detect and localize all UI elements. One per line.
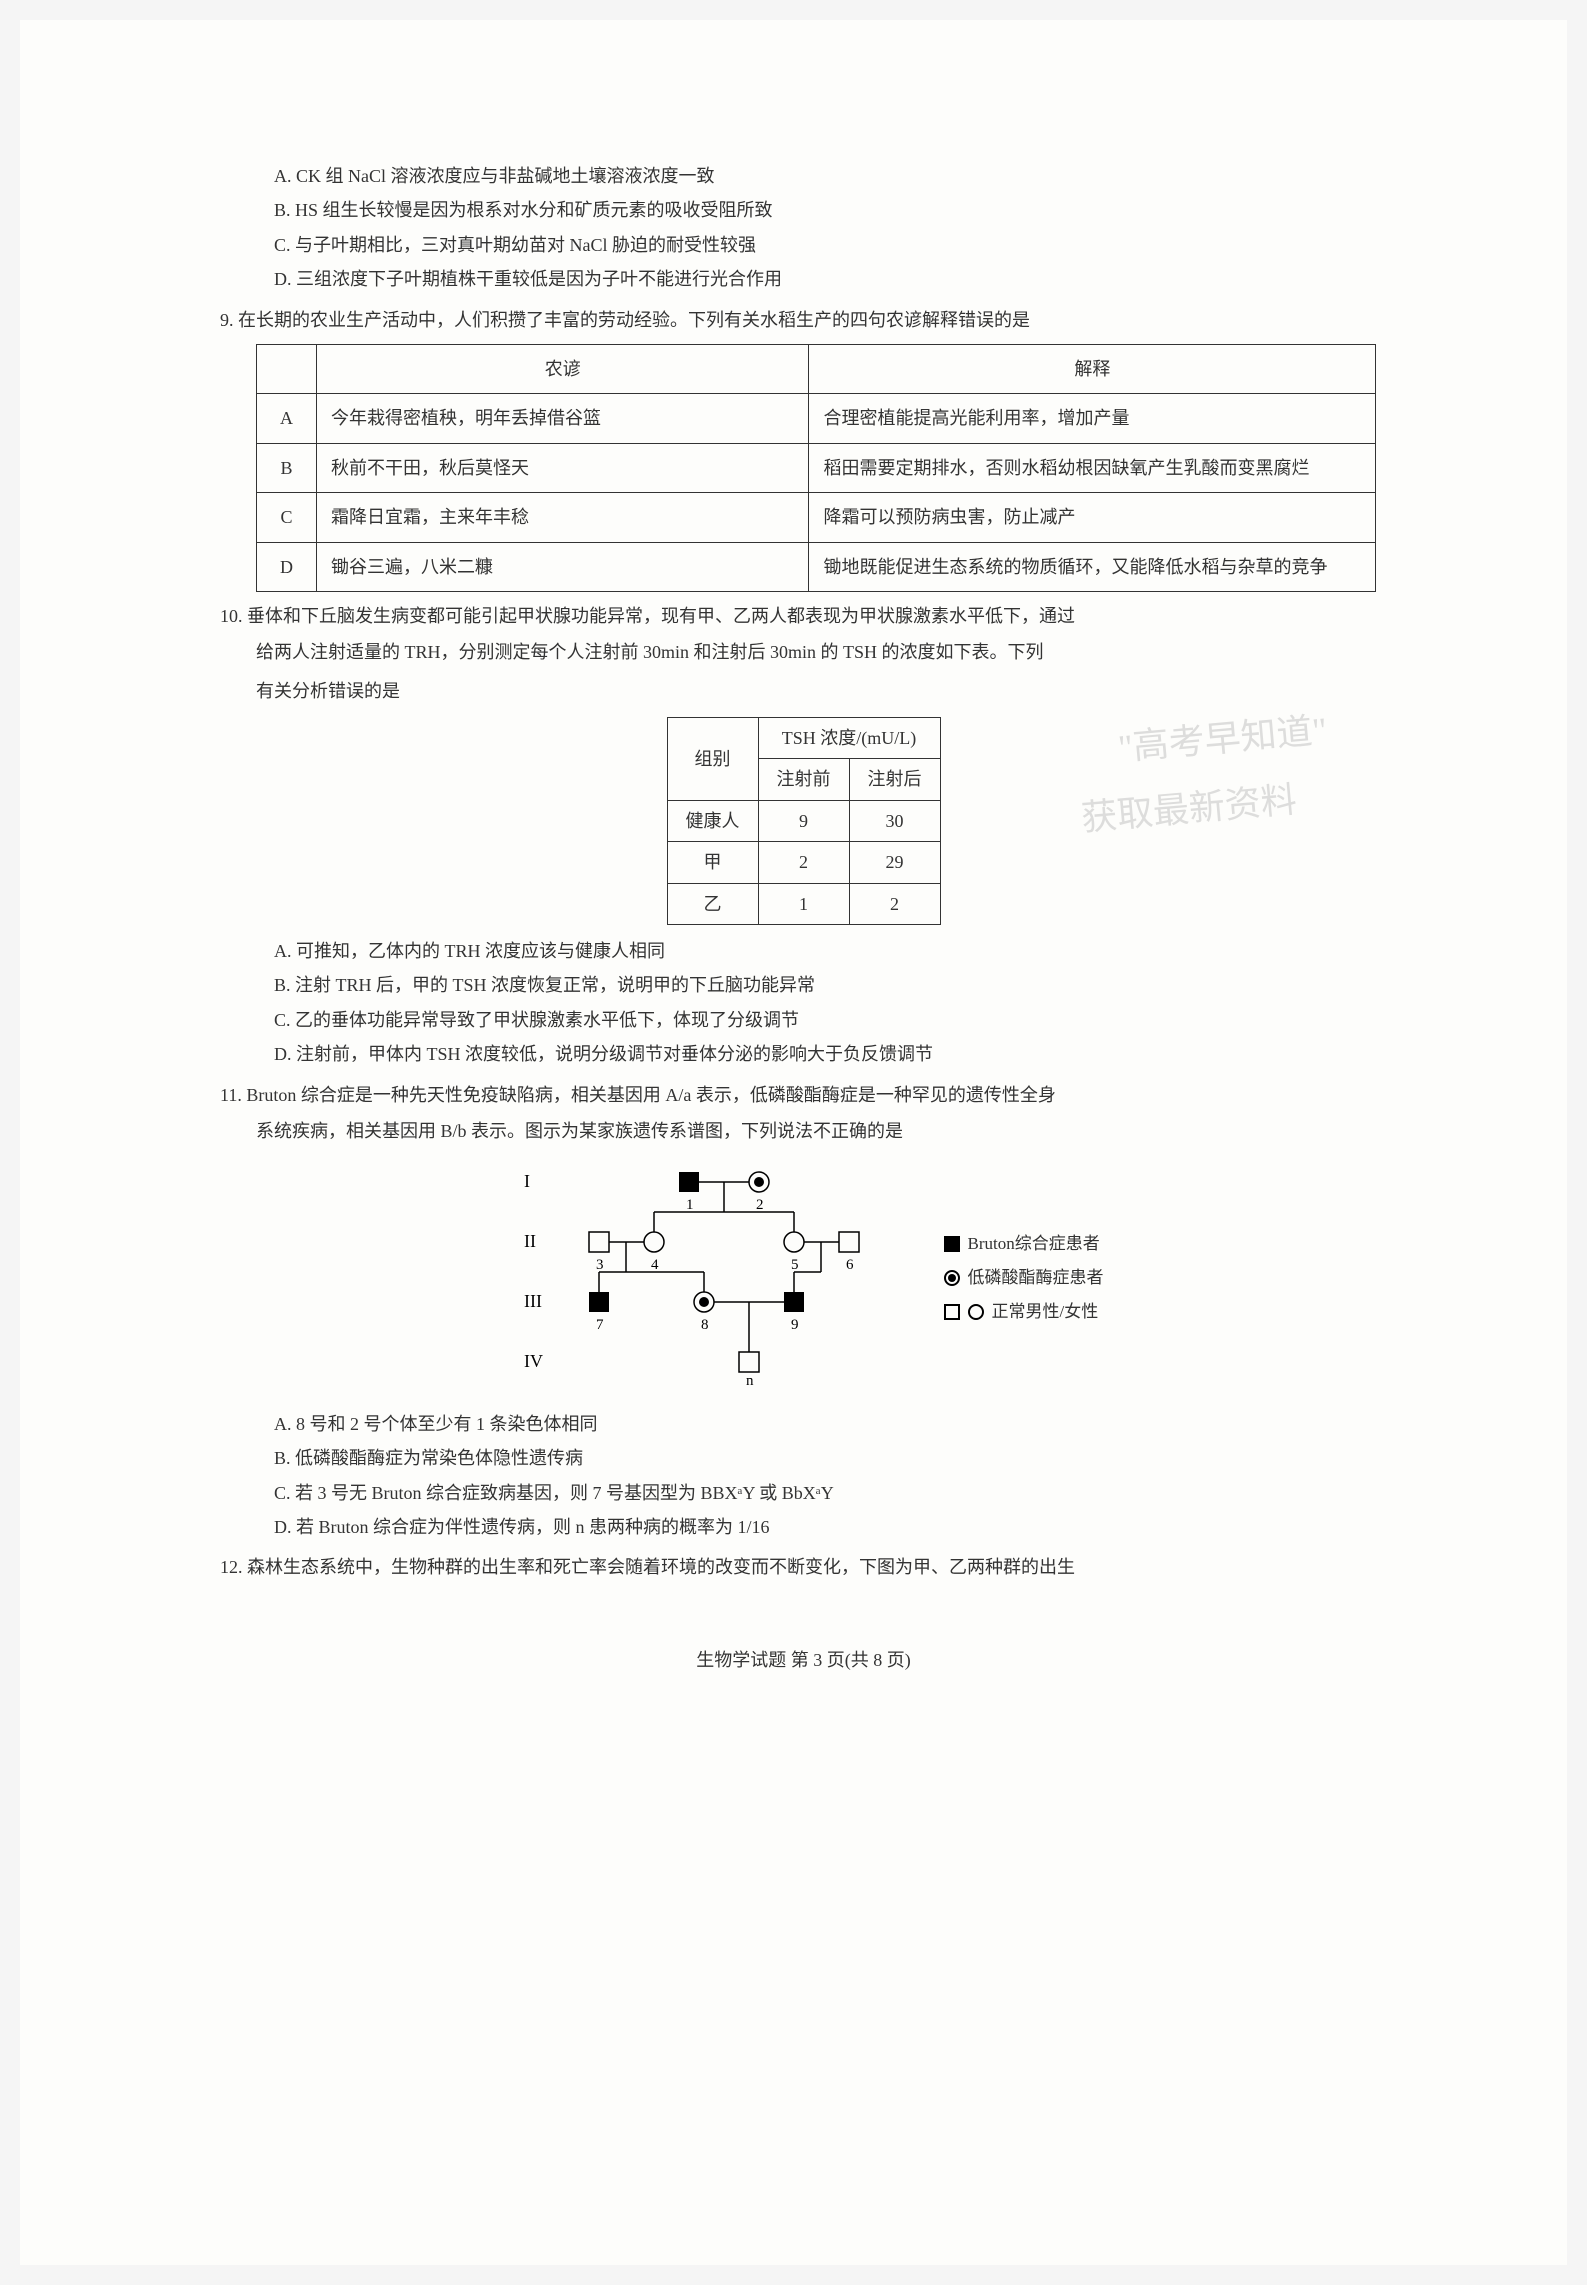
q9-th0: [257, 344, 317, 393]
q11-option-b: B. 低磷酸酯酶症为常染色体隐性遗传病: [220, 1442, 1387, 1474]
ped-num-2: 2: [756, 1197, 764, 1213]
q8-option-c: C. 与子叶期相比，三对真叶期幼苗对 NaCl 胁迫的耐受性较强: [220, 229, 1387, 261]
q10-r0c2: 30: [849, 800, 940, 841]
q9-c-proverb: 霜降日宜霜，主来年丰稔: [317, 493, 809, 542]
q9-b-proverb: 秋前不干田，秋后莫怪天: [317, 443, 809, 492]
ped-5-circle: [784, 1232, 804, 1252]
page-footer: 生物学试题 第 3 页(共 8 页): [220, 1644, 1387, 1676]
q10-row-jia: 甲 2 29: [667, 842, 940, 883]
q10-row-yi: 乙 1 2: [667, 883, 940, 924]
q10-option-a: A. 可推知，乙体内的 TRH 浓度应该与健康人相同: [220, 935, 1387, 967]
q9-a-label: A: [257, 394, 317, 443]
q10-stem3: 有关分析错误的是: [220, 675, 1387, 707]
q10-h-after: 注射后: [849, 759, 940, 800]
q10-stem1: 10. 垂体和下丘脑发生病变都可能引起甲状腺功能异常，现有甲、乙两人都表现为甲状…: [220, 600, 1387, 632]
q11-option-a: A. 8 号和 2 号个体至少有 1 条染色体相同: [220, 1408, 1387, 1440]
pedigree-diagram: I II III IV 1 2 3 4: [504, 1157, 904, 1397]
legend-phos-text: 低磷酸酯酶症患者: [968, 1261, 1104, 1295]
q10-table-area: "高考早知道" 获取最新资料 组别 TSH 浓度/(mU/L) 注射前 注射后 …: [220, 717, 1387, 925]
ped-3-square: [589, 1232, 609, 1252]
ped-num-1: 1: [686, 1197, 694, 1213]
q9-b-label: B: [257, 443, 317, 492]
legend-normal: 正常男性/女性: [944, 1295, 1104, 1329]
q9-row-b: B 秋前不干田，秋后莫怪天 稻田需要定期排水，否则水稻幼根因缺氧产生乳酸而变黑腐…: [257, 443, 1376, 492]
legend-phos: 低磷酸酯酶症患者: [944, 1261, 1104, 1295]
q10-r2c1: 1: [758, 883, 849, 924]
ped-4-circle: [644, 1232, 664, 1252]
q9-d-proverb: 锄谷三遍，八米二糠: [317, 542, 809, 591]
q10-h-tsh: TSH 浓度/(mU/L): [758, 718, 940, 759]
q9-d-label: D: [257, 542, 317, 591]
q9-row-a: A 今年栽得密植秧，明年丢掉借谷篮 合理密植能提高光能利用率，增加产量: [257, 394, 1376, 443]
q10-stem2: 给两人注射适量的 TRH，分别测定每个人注射前 30min 和注射后 30min…: [220, 636, 1387, 668]
q8-option-b: B. HS 组生长较慢是因为根系对水分和矿质元素的吸收受阻所致: [220, 194, 1387, 226]
empty-square-icon: [944, 1304, 960, 1320]
legend-normal-text: 正常男性/女性: [992, 1295, 1099, 1329]
ped-num-5: 5: [791, 1257, 799, 1273]
q10-h-group: 组别: [667, 718, 758, 801]
ped-num-8: 8: [701, 1317, 709, 1333]
q8-option-d: D. 三组浓度下子叶期植株干重较低是因为子叶不能进行光合作用: [220, 263, 1387, 295]
ped-9-square-filled: [784, 1292, 804, 1312]
q11-option-d: D. 若 Bruton 综合症为伴性遗传病，则 n 患两种病的概率为 1/16: [220, 1511, 1387, 1543]
q10-r2c0: 乙: [667, 883, 758, 924]
ped-1-square-filled: [679, 1172, 699, 1192]
q9-row-d: D 锄谷三遍，八米二糠 锄地既能促进生态系统的物质循环，又能降低水稻与杂草的竞争: [257, 542, 1376, 591]
ped-num-3: 3: [596, 1257, 604, 1273]
ped-6-square: [839, 1232, 859, 1252]
gen-4-label: IV: [524, 1351, 543, 1371]
legend-bruton-text: Bruton综合症患者: [968, 1227, 1100, 1261]
q8-option-a: A. CK 组 NaCl 溶液浓度应与非盐碱地土壤溶液浓度一致: [220, 160, 1387, 192]
q9-d-explain: 锄地既能促进生态系统的物质循环，又能降低水稻与杂草的竞争: [809, 542, 1376, 591]
ped-n-square: [739, 1352, 759, 1372]
q10-r1c1: 2: [758, 842, 849, 883]
q9-c-explain: 降霜可以预防病虫害，防止减产: [809, 493, 1376, 542]
exam-page: A. CK 组 NaCl 溶液浓度应与非盐碱地土壤溶液浓度一致 B. HS 组生…: [20, 20, 1567, 2265]
q10-r0c0: 健康人: [667, 800, 758, 841]
q10-r1c0: 甲: [667, 842, 758, 883]
watermark-2: 获取最新资料: [1079, 768, 1300, 851]
ped-num-9: 9: [791, 1317, 799, 1333]
q9-row-c: C 霜降日宜霜，主来年丰稔 降霜可以预防病虫害，防止减产: [257, 493, 1376, 542]
watermark-1: "高考早知道": [1115, 698, 1329, 781]
q11-stem1: 11. Bruton 综合症是一种先天性免疫缺陷病，相关基因用 A/a 表示，低…: [220, 1079, 1387, 1111]
ped-num-n: n: [746, 1373, 754, 1387]
q10-r1c2: 29: [849, 842, 940, 883]
q10-h-before: 注射前: [758, 759, 849, 800]
q10-tsh-table: 组别 TSH 浓度/(mU/L) 注射前 注射后 健康人 9 30 甲 2 29…: [667, 717, 941, 925]
dotted-circle-icon: [944, 1270, 960, 1286]
q9-a-explain: 合理密植能提高光能利用率，增加产量: [809, 394, 1376, 443]
ped-num-7: 7: [596, 1317, 604, 1333]
q11-pedigree-area: I II III IV 1 2 3 4: [220, 1157, 1387, 1397]
ped-num-4: 4: [651, 1257, 659, 1273]
q10-row-healthy: 健康人 9 30: [667, 800, 940, 841]
gen-2-label: II: [524, 1231, 536, 1251]
q9-c-label: C: [257, 493, 317, 542]
q9-table: 农谚 解释 A 今年栽得密植秧，明年丢掉借谷篮 合理密植能提高光能利用率，增加产…: [256, 344, 1376, 592]
q10-option-d: D. 注射前，甲体内 TSH 浓度较低，说明分级调节对垂体分泌的影响大于负反馈调…: [220, 1038, 1387, 1070]
q9-a-proverb: 今年栽得密植秧，明年丢掉借谷篮: [317, 394, 809, 443]
q9-stem: 9. 在长期的农业生产活动中，人们积攒了丰富的劳动经验。下列有关水稻生产的四句农…: [220, 304, 1387, 336]
q9-th2: 解释: [809, 344, 1376, 393]
q11-option-c: C. 若 3 号无 Bruton 综合症致病基因，则 7 号基因型为 BBXᵃY…: [220, 1477, 1387, 1509]
q10-option-c: C. 乙的垂体功能异常导致了甲状腺激素水平低下，体现了分级调节: [220, 1004, 1387, 1036]
gen-1-label: I: [524, 1171, 530, 1191]
empty-circle-icon: [968, 1304, 984, 1320]
ped-num-6: 6: [846, 1257, 854, 1273]
legend-bruton: Bruton综合症患者: [944, 1227, 1104, 1261]
q9-th1: 农谚: [317, 344, 809, 393]
q10-r0c1: 9: [758, 800, 849, 841]
q10-option-b: B. 注射 TRH 后，甲的 TSH 浓度恢复正常，说明甲的下丘脑功能异常: [220, 969, 1387, 1001]
ped-7-square-filled: [589, 1292, 609, 1312]
q11-stem2: 系统疾病，相关基因用 B/b 表示。图示为某家族遗传系谱图，下列说法不正确的是: [220, 1115, 1387, 1147]
gen-3-label: III: [524, 1291, 542, 1311]
q12-stem: 12. 森林生态系统中，生物种群的出生率和死亡率会随着环境的改变而不断变化，下图…: [220, 1551, 1387, 1583]
filled-square-icon: [944, 1236, 960, 1252]
pedigree-legend: Bruton综合症患者 低磷酸酯酶症患者 正常男性/女性: [944, 1227, 1104, 1329]
q10-r2c2: 2: [849, 883, 940, 924]
q9-b-explain: 稻田需要定期排水，否则水稻幼根因缺氧产生乳酸而变黑腐烂: [809, 443, 1376, 492]
